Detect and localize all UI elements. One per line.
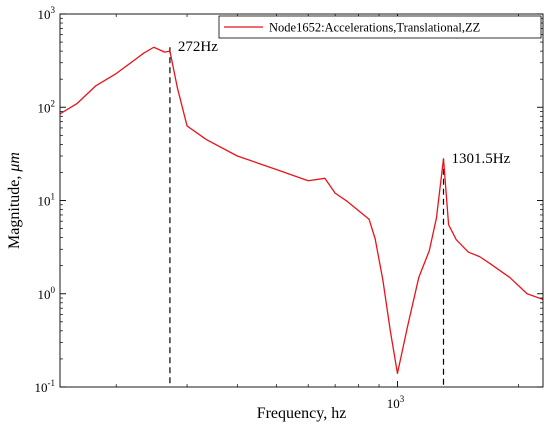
x-tick-label: 103 xyxy=(387,394,405,411)
x-tick-label-exponent: 3 xyxy=(400,394,405,404)
y-tick-label-exponent: 0 xyxy=(51,285,56,295)
y-axis-title-text: Magnitude, xyxy=(6,172,23,249)
y-tick-label-exponent: 1 xyxy=(51,192,56,202)
y-tick-label-base: 10 xyxy=(38,194,51,209)
legend-box xyxy=(218,15,542,39)
y-tick-label: 10-1 xyxy=(35,378,56,395)
y-tick-label-exponent: 2 xyxy=(51,98,56,108)
y-tick-label: 101 xyxy=(38,192,56,209)
series-line-1 xyxy=(60,46,543,375)
peak-annotation-2: 1301.5Hz xyxy=(451,151,510,167)
y-tick-label-base: 10 xyxy=(38,287,51,302)
x-tick-label-base: 10 xyxy=(387,396,400,411)
legend-entry-label: Node1652:Accelerations,Translational,ZZ xyxy=(269,21,480,35)
y-tick-label-base: 10 xyxy=(35,380,48,395)
plot-area xyxy=(60,46,543,387)
y-tick-label-exponent: 3 xyxy=(51,5,56,15)
y-tick-label: 102 xyxy=(38,98,56,115)
axes-box xyxy=(59,13,544,388)
y-tick-label-base: 10 xyxy=(38,7,51,22)
y-axis-title-unit: μm xyxy=(6,152,23,173)
y-tick-label-base: 10 xyxy=(38,100,51,115)
legend: Node1652:Accelerations,Translational,ZZ xyxy=(218,15,542,39)
peak-annotation-1: 272Hz xyxy=(178,39,218,55)
y-tick-label: 100 xyxy=(38,285,56,302)
y-tick-label: 103 xyxy=(38,5,56,22)
y-tick-label-exponent: -1 xyxy=(48,378,56,388)
x-axis-title: Frequency, hz xyxy=(257,405,347,422)
y-axis-title: Magnitude, μm xyxy=(6,152,23,249)
